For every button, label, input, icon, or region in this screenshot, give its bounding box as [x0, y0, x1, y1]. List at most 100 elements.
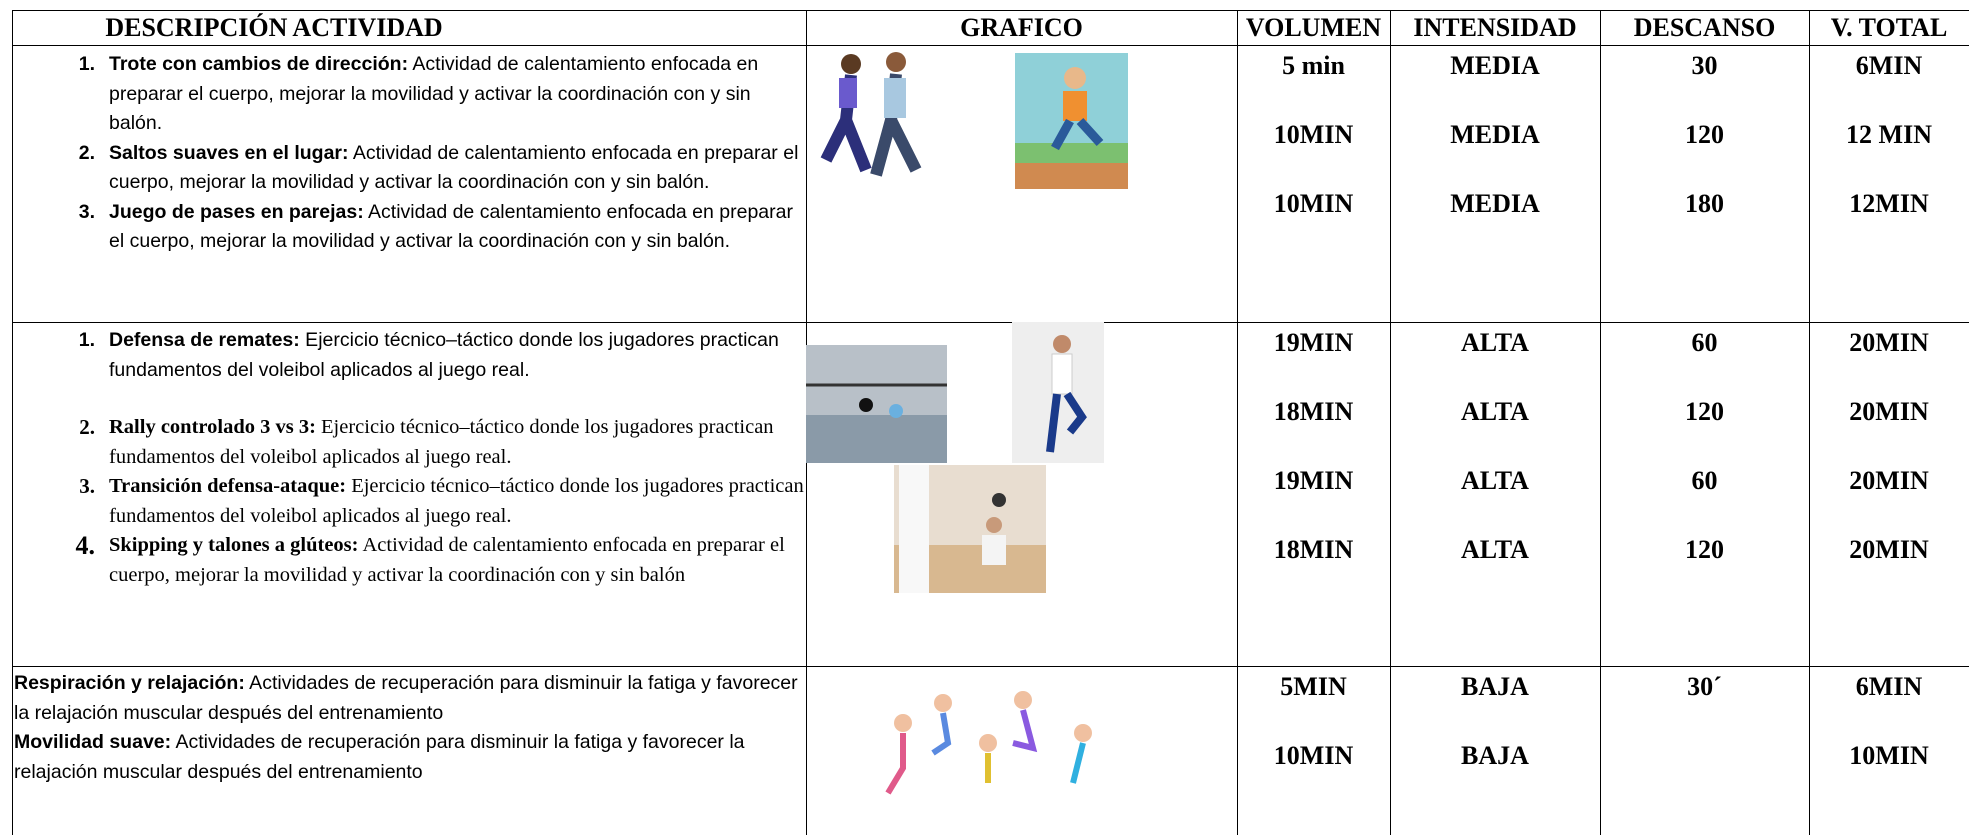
value-cell: BAJA	[1461, 672, 1529, 701]
item-title: Trote con cambios de dirección:	[109, 53, 409, 75]
value-cell: MEDIA	[1450, 120, 1540, 149]
item-text: Actividad de calentamiento enfocada en p…	[109, 53, 759, 134]
item-text: Ejercicio técnico–táctico donde los juga…	[109, 329, 779, 381]
activity-item: Movilidad suave: Actividades de recupera…	[14, 728, 804, 787]
value-cell: 60	[1691, 328, 1718, 357]
header-cell: V. TOTAL	[1830, 13, 1948, 42]
value-cell: 20MIN	[1849, 397, 1929, 426]
activity-item: 1. Defensa de remates: Ejercicio técnico–…	[14, 326, 804, 385]
activity-item: 3. Juego de pases en parejas: Actividad d…	[14, 198, 804, 257]
item-number: 1.	[78, 329, 95, 351]
value-cell: 20MIN	[1849, 466, 1929, 495]
item-body: Transición defensa-ataque: Ejercicio téc…	[109, 472, 804, 531]
activity-item: 2. Rally controlado 3 vs 3: Ejercicio téc…	[14, 413, 804, 472]
value-cell: 30	[1691, 51, 1718, 80]
item-number: 3.	[79, 474, 95, 498]
item-body: Trote con cambios de dirección: Activida…	[109, 50, 804, 139]
activity-item: 2. Saltos suaves en el lugar: Actividad d…	[14, 139, 804, 198]
value-cell: 5 min	[1282, 51, 1345, 80]
item-text: Ejercicio técnico–táctico donde los juga…	[109, 475, 804, 527]
volleyball-court-image	[806, 345, 947, 463]
value-cell: 19MIN	[1273, 466, 1354, 495]
skipping-image	[1012, 322, 1104, 463]
value-cell: 10MIN	[1273, 120, 1354, 149]
rule	[12, 45, 1969, 46]
item-body: Skipping y talones a glúteos: Actividad …	[109, 531, 804, 590]
value-cell: ALTA	[1461, 397, 1529, 426]
item-number: 1.	[78, 53, 95, 75]
item-title: Transición defensa-ataque:	[109, 475, 347, 497]
value-cell: MEDIA	[1450, 189, 1540, 218]
activity-item: 3. Transición defensa-ataque: Ejercicio t…	[14, 472, 804, 531]
item-body: Juego de pases en parejas: Actividad de …	[109, 198, 804, 257]
value-cell: 10MIN	[1273, 189, 1354, 218]
item-title: Rally controlado 3 vs 3:	[109, 416, 316, 438]
value-cell: MEDIA	[1450, 51, 1540, 80]
value-cell: 120	[1685, 120, 1724, 149]
header-cell: VOLUMEN	[1245, 13, 1382, 42]
value-cell: 5MIN	[1280, 672, 1347, 701]
value-cell: 12MIN	[1849, 189, 1929, 218]
item-body: Saltos suaves en el lugar: Actividad de …	[109, 139, 804, 198]
runners-image	[820, 52, 922, 177]
value-cell: 6MIN	[1855, 672, 1923, 701]
activity-item: 1. Trote con cambios de dirección: Activi…	[14, 50, 804, 139]
athlete-image	[1015, 53, 1128, 189]
value-cell: 120	[1685, 397, 1724, 426]
value-cell: 10MIN	[1273, 741, 1354, 770]
value-cell: ALTA	[1461, 466, 1529, 495]
value-cell: 20MIN	[1849, 535, 1929, 564]
header-cell: INTENSIDAD	[1413, 13, 1577, 42]
value-cell: 30´	[1687, 672, 1722, 701]
item-title: Juego de pases en parejas:	[109, 200, 364, 223]
value-cell: 19MIN	[1273, 328, 1354, 357]
description-cell: 1. Trote con cambios de dirección: Activi…	[14, 50, 804, 257]
item-body: Respiración y relajación: Actividades de…	[14, 669, 804, 728]
rule	[1600, 10, 1601, 835]
header-cell: GRAFICO	[960, 13, 1083, 42]
value-cell: ALTA	[1461, 328, 1529, 357]
volleyball-player-image	[894, 465, 1046, 593]
item-body: Movilidad suave: Actividades de recupera…	[14, 728, 804, 787]
item-body: Defensa de remates: Ejercicio técnico–tá…	[109, 326, 804, 385]
rule	[12, 322, 1969, 323]
item-text: Ejercicio técnico–táctico donde los juga…	[109, 416, 774, 468]
value-cell: BAJA	[1461, 741, 1529, 770]
value-cell: 60	[1691, 466, 1718, 495]
rule	[12, 10, 13, 835]
description-cell: 1. Defensa de remates: Ejercicio técnico–…	[14, 326, 804, 590]
item-title: Movilidad suave:	[14, 731, 172, 753]
item-text: Actividades de recuperación para disminu…	[14, 731, 745, 783]
value-cell: 10MIN	[1849, 741, 1929, 770]
item-text: Actividad de calentamiento enfocada en p…	[109, 200, 793, 253]
activity-item: Respiración y relajación: Actividades de…	[14, 669, 804, 728]
value-cell: 180	[1685, 189, 1724, 218]
item-title: Saltos suaves en el lugar:	[109, 141, 349, 164]
header-cell: DESCANSO	[1633, 13, 1776, 42]
rule	[12, 10, 1969, 11]
item-text: Actividad de calentamiento enfocada en p…	[109, 141, 799, 194]
item-number: 2.	[79, 415, 95, 439]
rule	[1237, 10, 1238, 835]
description-cell: Respiración y relajación: Actividades de…	[14, 669, 804, 787]
item-body: Rally controlado 3 vs 3: Ejercicio técni…	[109, 413, 804, 472]
value-cell: 20MIN	[1849, 328, 1929, 357]
rule	[12, 666, 1969, 667]
item-number: 3.	[78, 200, 95, 223]
item-text: Actividades de recuperación para disminu…	[14, 672, 798, 724]
stretching-kids-image	[885, 691, 1092, 795]
item-title: Defensa de remates:	[109, 329, 300, 351]
item-text: Actividad de calentamiento enfocada en p…	[109, 534, 785, 586]
value-cell: 120	[1685, 535, 1724, 564]
value-cell: 18MIN	[1273, 397, 1354, 426]
rule	[1809, 10, 1810, 835]
item-title: Skipping y talones a glúteos:	[109, 534, 359, 556]
value-cell: 6MIN	[1855, 51, 1923, 80]
header-cell: DESCRIPCIÓN ACTIVIDAD	[105, 13, 443, 42]
item-number: 2.	[78, 141, 95, 164]
item-number: 4.	[75, 531, 96, 560]
value-cell: ALTA	[1461, 535, 1529, 564]
activity-item: 4. Skipping y talones a glúteos: Activida…	[14, 531, 804, 590]
rule	[1390, 10, 1391, 835]
